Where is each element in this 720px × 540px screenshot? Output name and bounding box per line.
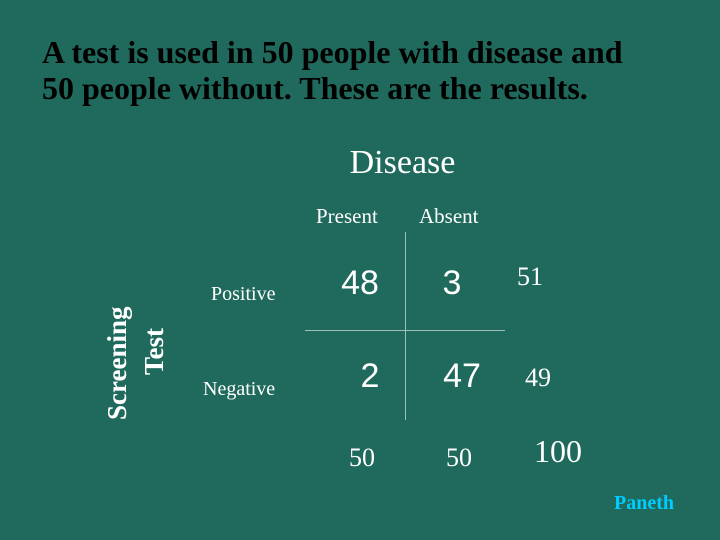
cell-positive-absent: 3: [442, 264, 462, 302]
slide-title-line-2: 50 people without. These are the results…: [42, 70, 588, 106]
row-total-negative: 49: [525, 363, 551, 392]
slide-title: A test is used in 50 people with disease…: [42, 34, 712, 106]
screening-test-row-header: Screening Test: [102, 245, 169, 421]
table-horizontal-divider: [305, 330, 505, 331]
row-label-positive: Positive: [211, 283, 276, 305]
cell-negative-absent: 47: [443, 357, 481, 395]
row-header-line-1: Screening: [102, 306, 132, 421]
column-total-present: 50: [349, 443, 375, 472]
column-label-absent: Absent: [419, 204, 479, 228]
cell-negative-present: 2: [360, 357, 380, 395]
row-label-negative: Negative: [203, 378, 276, 400]
slide-title-line-1: A test is used in 50 people with disease…: [42, 34, 623, 70]
author-signature: Paneth: [614, 492, 674, 514]
table-vertical-divider: [405, 232, 406, 420]
column-label-present: Present: [316, 204, 378, 228]
row-total-positive: 51: [517, 262, 543, 291]
column-total-absent: 50: [446, 443, 472, 472]
grand-total: 100: [534, 433, 582, 469]
row-header-line-2: Test: [139, 327, 169, 375]
cell-positive-present: 48: [341, 264, 379, 302]
disease-column-header: Disease: [349, 144, 456, 181]
